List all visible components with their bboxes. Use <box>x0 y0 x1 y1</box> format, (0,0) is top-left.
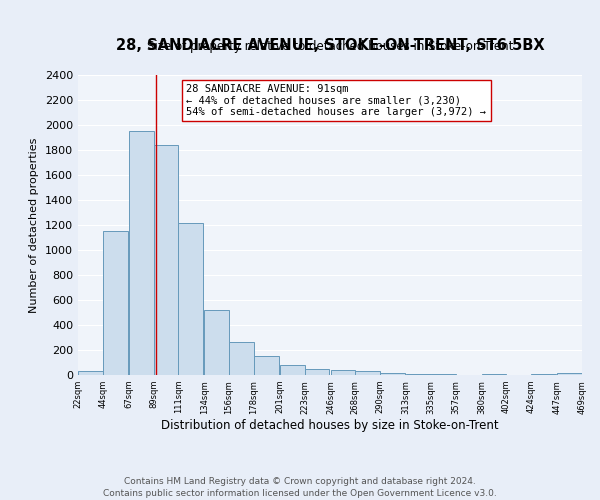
Title: Size of property relative to detached houses in Stoke-on-Trent: Size of property relative to detached ho… <box>147 40 513 53</box>
Bar <box>103 231 128 375</box>
X-axis label: Distribution of detached houses by size in Stoke-on-Trent: Distribution of detached houses by size … <box>161 420 499 432</box>
Bar <box>229 342 254 375</box>
Bar <box>280 365 305 375</box>
Bar <box>531 374 556 375</box>
Bar <box>154 145 178 375</box>
Text: 28, SANDIACRE AVENUE, STOKE-ON-TRENT, ST6 5BX: 28, SANDIACRE AVENUE, STOKE-ON-TRENT, ST… <box>116 38 544 52</box>
Bar <box>204 310 229 375</box>
Bar <box>380 373 405 375</box>
Bar <box>78 371 103 375</box>
Bar <box>254 356 278 375</box>
Bar <box>331 370 355 375</box>
Bar <box>431 374 456 375</box>
Text: 28 SANDIACRE AVENUE: 91sqm
← 44% of detached houses are smaller (3,230)
54% of s: 28 SANDIACRE AVENUE: 91sqm ← 44% of deta… <box>187 84 487 117</box>
Bar <box>178 222 203 375</box>
Bar <box>355 371 380 375</box>
Bar <box>406 374 431 375</box>
Bar <box>129 131 154 375</box>
Bar <box>305 369 329 375</box>
Bar <box>482 374 506 375</box>
Y-axis label: Number of detached properties: Number of detached properties <box>29 138 40 312</box>
Text: Contains HM Land Registry data © Crown copyright and database right 2024.
Contai: Contains HM Land Registry data © Crown c… <box>103 476 497 498</box>
Bar <box>557 373 582 375</box>
